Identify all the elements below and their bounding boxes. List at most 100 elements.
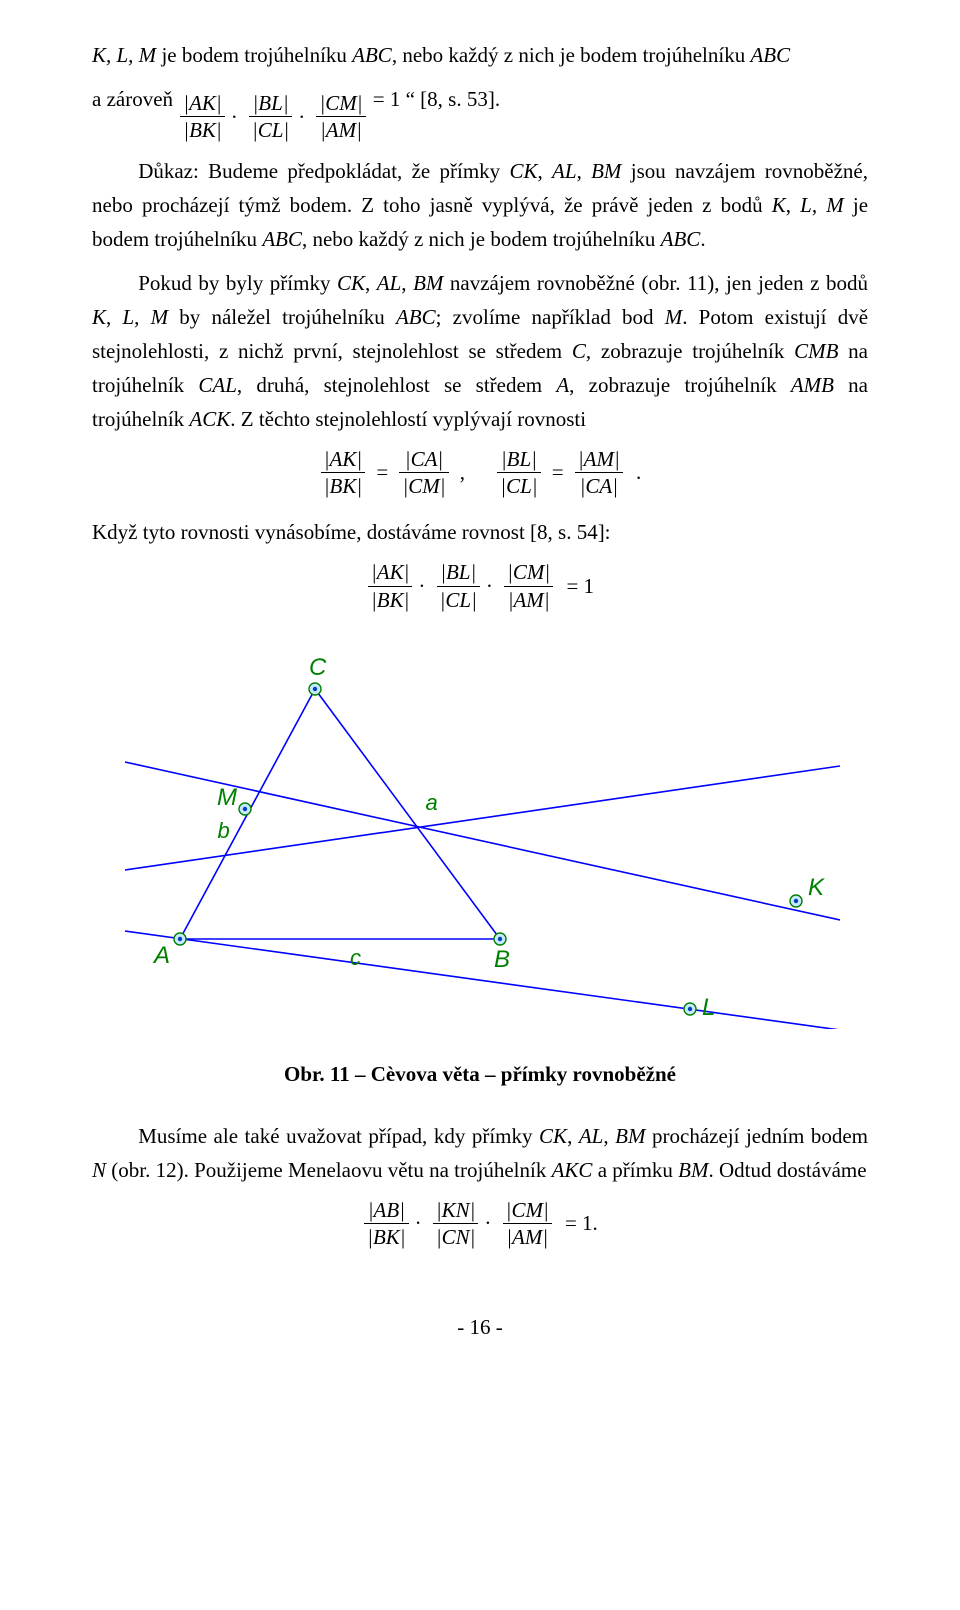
num: CM [506,1198,549,1222]
text: . [700,227,705,251]
text: M [826,193,844,217]
text: Důkaz: Budeme předpokládat, že přímky [138,159,509,183]
den: CM [402,474,445,498]
text: , [401,271,413,295]
text: AL [579,1124,604,1148]
text: , [538,159,553,183]
frac: AK BK [368,559,412,613]
frac: BL CL [497,446,540,500]
figure-11: C A B K L Ma b c [92,639,868,1039]
text: , [577,159,592,183]
text: Musíme ale také uvažovat případ, kdy pří… [138,1124,539,1148]
text: ABC [750,43,790,67]
text: C [572,339,586,363]
text: , zobrazuje trojúhelník [569,373,791,397]
den: AM [508,588,550,612]
text: , [603,1124,615,1148]
para-2: a zároveň AK BK · BL CL · CM AM = 1 “ [8… [92,82,868,144]
num: AM [578,447,620,471]
svg-text:K: K [808,874,825,901]
frac: KN CN [433,1197,479,1251]
text: ABC [352,43,392,67]
svg-text:A: A [152,942,170,969]
text: , [786,193,800,217]
svg-text:B: B [494,946,510,973]
text: je bodem trojúhelníku [156,43,352,67]
text: K [772,193,786,217]
text: = 1 “ [8, s. 53]. [373,87,500,111]
den: BK [367,1225,405,1249]
text: AL [377,271,402,295]
frac: AK BK [180,90,224,144]
text: K [92,305,106,329]
text: BM [678,1158,708,1182]
svg-text:C: C [309,654,327,681]
text: BM [413,271,443,295]
text: N [92,1158,106,1182]
text: ABC [262,227,302,251]
text: , nebo každý z nich je bodem trojúhelník… [302,227,661,251]
den: BK [183,118,221,142]
equation-1: AK BK · BL CL · CM AM [178,90,367,144]
text: K, L, M [92,43,156,67]
num: AK [324,447,362,471]
text: (obr. 12). Použijeme Menelaovu větu na t… [106,1158,552,1182]
frac: CM AM [503,1197,552,1251]
dot: · [414,576,429,597]
num: AK [371,560,409,584]
para-1: K, L, M je bodem trojúhelníku ABC, nebo … [92,38,868,72]
num: AK [183,91,221,115]
text: . Odtud dostáváme [709,1158,867,1182]
frac: BL CL [249,90,292,144]
num: CM [507,560,550,584]
svg-text:a: a [426,790,438,815]
svg-text:M: M [217,784,237,811]
dot: · [227,100,242,134]
frac: AB BK [364,1197,408,1251]
dot: · [294,100,309,134]
text: L [800,193,812,217]
text: CK [539,1124,567,1148]
frac: CA CM [399,446,448,500]
equation-3: AK BK · BL CL · CM AM = 1 [92,559,868,613]
text: ABC [396,305,436,329]
den: CA [580,474,618,498]
frac: AM CA [575,446,623,500]
num: BL [501,447,537,471]
num: CA [405,447,443,471]
equals-icon: = [548,462,568,483]
text: ACK [189,407,230,431]
num: KN [436,1198,476,1222]
text: BM [591,159,621,183]
dot: · [482,576,497,597]
text: = 1. [559,1213,598,1234]
para-5: Když tyto rovnosti vynásobíme, dostáváme… [92,515,868,549]
comma: , [456,462,469,483]
text: BM [615,1124,645,1148]
text: , [812,193,826,217]
text: by náležel trojúhelníku [168,305,396,329]
dot: · [411,1213,426,1234]
svg-text:c: c [350,945,361,970]
text: CK [337,271,365,295]
text: CAL [198,373,237,397]
text: CK [509,159,537,183]
text: M [665,305,683,329]
text: ABC [661,227,701,251]
dot: · [480,1213,495,1234]
svg-text:L: L [702,994,715,1021]
den: AM [506,1225,548,1249]
text: , [365,271,377,295]
num: AB [368,1198,405,1222]
svg-text:b: b [218,818,230,843]
text: = 1 [560,576,594,597]
num: CM [319,91,362,115]
text: M [151,305,169,329]
text: CMB [794,339,838,363]
text: . Z těchto stejnolehlostí vyplývají rovn… [230,407,586,431]
text: , druhá, stejnolehlost se středem [237,373,556,397]
text: AL [552,159,577,183]
text: navzájem rovnoběžné (obr. 11), jen jeden… [443,271,868,295]
frac: CM AM [504,559,553,613]
text: Když tyto rovnosti vynásobíme, dostáváme… [92,520,611,544]
